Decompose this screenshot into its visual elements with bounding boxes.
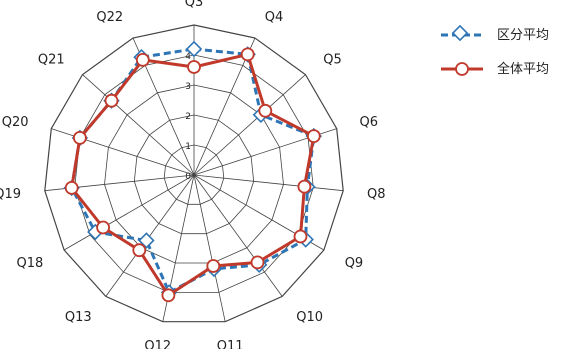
legend: 区分平均 全体平均 (441, 24, 549, 77)
category-label-q20: Q20 (2, 115, 29, 130)
series-2 (64, 47, 321, 303)
series-1-point-q3 (185, 40, 203, 58)
series-2-point-q21 (104, 93, 119, 108)
series-2-point-q13 (132, 243, 147, 258)
series-2-point-q4 (240, 47, 255, 62)
series-2-point-q9 (293, 229, 308, 244)
series-2-point-q6 (306, 129, 321, 144)
grid-spoke-q11 (193, 174, 226, 322)
category-label-q11: Q11 (217, 339, 244, 349)
grid-spoke-q5 (193, 74, 306, 176)
grid-ring-3 (104, 84, 284, 264)
legend-item-series-1: 区分平均 (441, 24, 549, 43)
tick-label-0: 0 (185, 172, 191, 182)
radial-tick-labels: 0 1 2 3 4 (185, 52, 191, 182)
legend-item-series-2: 全体平均 (441, 61, 549, 77)
category-label-q8: Q8 (367, 187, 386, 202)
category-label-q19: Q19 (0, 187, 21, 202)
category-label-q12: Q12 (144, 339, 171, 349)
series-2-point-q18 (96, 220, 110, 235)
tick-label-1: 1 (185, 142, 191, 152)
tick-label-3: 3 (185, 82, 191, 92)
grid-ring-2 (133, 114, 255, 235)
category-labels: Q3 Q4 Q5 Q6 Q8 Q9 Q10 Q11 Q12 Q13 Q18 Q19 Q20 Q21 Q22 (0, 0, 386, 349)
series-2-point-q8 (297, 179, 312, 194)
grid-ring-1 (163, 144, 225, 205)
grid-ring-5 (44, 24, 344, 323)
series-2-point-q20 (73, 130, 87, 145)
tick-label-4: 4 (185, 52, 191, 62)
series-2-point-q11 (206, 259, 221, 273)
grid-spoke-q10 (193, 174, 283, 297)
category-label-q22: Q22 (96, 10, 123, 25)
category-label-q3: Q3 (185, 0, 204, 10)
series-2-point-q5 (258, 103, 273, 118)
category-label-q4: Q4 (265, 10, 284, 25)
legend-label-series-1: 区分平均 (497, 28, 549, 43)
data-series (63, 40, 323, 303)
category-label-q21: Q21 (38, 53, 65, 68)
legend-label-series-2: 全体平均 (497, 61, 549, 77)
grid-spoke-q13 (105, 174, 195, 297)
series-1-point-q13 (138, 232, 155, 249)
series-2-line (70, 52, 316, 297)
grid-spoke-q21 (82, 74, 195, 176)
category-label-q9: Q9 (345, 256, 364, 271)
grid-spoke-q18 (63, 174, 195, 251)
category-label-q5: Q5 (323, 53, 342, 68)
grid-spoke-q4 (193, 37, 256, 176)
grid-spoke-q8 (193, 174, 344, 192)
tick-label-2: 2 (185, 112, 191, 122)
legend-marker-series-2 (455, 62, 469, 76)
series-2-point-q10 (250, 255, 265, 270)
category-label-q13: Q13 (65, 310, 92, 325)
series-2-point-q3 (187, 60, 201, 74)
category-label-q10: Q10 (296, 310, 323, 325)
series-2-point-q19 (64, 180, 79, 195)
series-2-point-q12 (161, 288, 176, 303)
category-label-q18: Q18 (17, 256, 44, 271)
legend-marker-series-1 (451, 24, 469, 42)
grid-ring-4 (74, 54, 314, 293)
grid-spoke-q20 (51, 128, 195, 176)
category-label-q6: Q6 (360, 115, 379, 130)
series-2-point-q22 (135, 53, 150, 67)
